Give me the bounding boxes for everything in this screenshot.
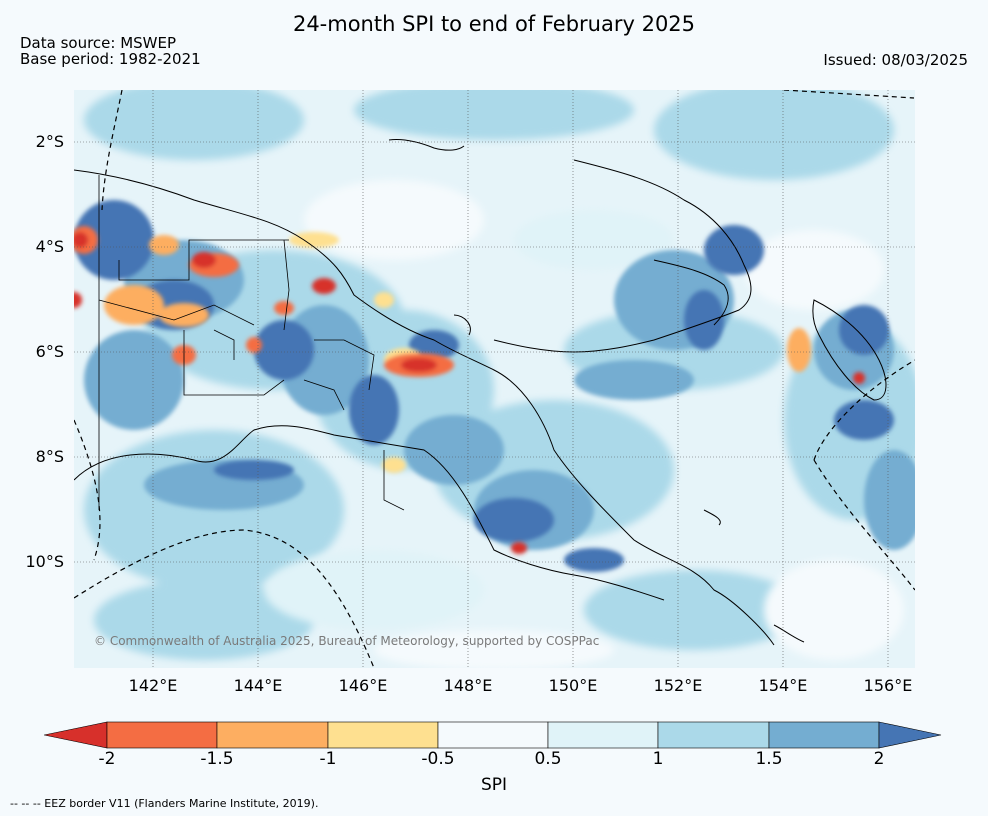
base-period-text: Base period: 1982-2021 [20,50,201,68]
cb-bin-neg1.5-neg1 [216,721,329,749]
lat-label-8s: 8°S [35,447,64,466]
lon-label-152e: 152°E [653,676,703,695]
cb-arrow-low [44,721,108,749]
cb-tick-neg2: -2 [98,749,116,769]
lon-label-156e: 156°E [863,676,913,695]
lat-label-6s: 6°S [35,342,64,361]
cb-tick-neg0.5: -0.5 [421,749,455,769]
cb-bin-neg2-neg1.5 [106,721,218,749]
spi-map-canvas [74,90,915,668]
cb-tick-neg1: -1 [319,749,337,769]
cb-bin-neg0.5-0.5 [437,721,549,749]
lon-label-150e: 150°E [548,676,598,695]
eez-borders [74,90,915,668]
lon-label-142e: 142°E [128,676,178,695]
lat-label-10s: 10°S [25,552,64,571]
lon-label-146e: 146°E [338,676,388,695]
spi-field-near-normal [264,180,904,668]
coastlines [74,139,887,646]
cb-tick-neg1.5: -1.5 [200,749,234,769]
lon-label-154e: 154°E [758,676,808,695]
lon-label-144e: 144°E [233,676,283,695]
lon-label-148e: 148°E [443,676,493,695]
issued-date: Issued: 08/03/2025 [823,51,968,69]
graticule [74,90,915,668]
lat-label-4s: 4°S [35,237,64,256]
spi-field-above-2 [74,200,894,572]
colorbar-label: SPI [480,775,508,795]
cb-bin-0.5-1 [547,721,659,749]
spi-map: © Commonwealth of Australia 2025, Bureau… [74,90,915,668]
spi-colorbar [44,721,942,749]
cb-bin-1.5-2 [768,721,880,749]
copyright-notice: © Commonwealth of Australia 2025, Bureau… [94,634,600,648]
cb-tick-1.5: 1.5 [755,749,783,769]
cb-tick-1: 1 [652,749,664,769]
province-borders [98,175,405,511]
map-title: 24-month SPI to end of February 2025 [292,12,696,36]
meta-info: Data source: MSWEP Base period: 1982-202… [20,35,201,67]
cb-bin-neg1-neg0.5 [327,721,439,749]
spi-field-dry [74,226,865,554]
cb-tick-2: 2 [873,749,885,769]
eez-footnote: -- -- -- EEZ border V11 (Flanders Marine… [10,797,319,810]
data-source-text: Data source: MSWEP [20,34,177,52]
cb-tick-0.5: 0.5 [534,749,562,769]
lat-label-2s: 2°S [35,132,64,151]
cb-arrow-high [878,721,942,749]
cb-bin-1-1.5 [657,721,770,749]
